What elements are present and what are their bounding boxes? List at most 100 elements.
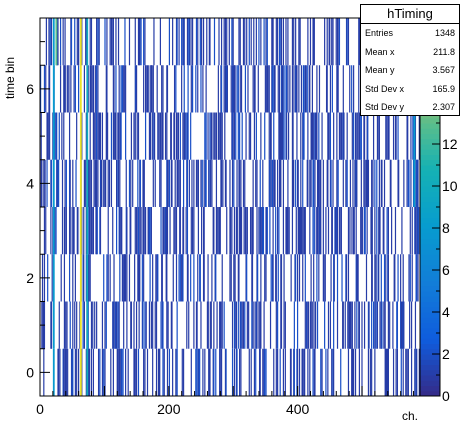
heatmap-cell	[117, 112, 120, 160]
heatmap-cell	[265, 254, 267, 302]
heatmap-cell	[275, 254, 277, 302]
stats-label: Mean y	[365, 65, 395, 75]
heatmap-cell	[353, 112, 355, 160]
heatmap-cell	[215, 112, 218, 160]
heatmap-cell	[376, 112, 379, 160]
heatmap-cell	[383, 207, 385, 255]
heatmap-cell	[251, 207, 254, 255]
heatmap-cell	[220, 159, 223, 207]
y-axis: 0 2 4 6	[26, 17, 50, 380]
heatmap-cell	[416, 207, 418, 255]
heatmap-cell	[78, 348, 80, 396]
heatmap-cell	[219, 112, 221, 160]
palette-band	[420, 175, 440, 182]
heatmap-cell	[280, 301, 283, 349]
heatmap-cell	[293, 159, 295, 207]
heatmap-cell	[292, 112, 294, 160]
heatmap-cell	[240, 348, 242, 396]
heatmap-cell	[335, 18, 337, 66]
heatmap-cell	[346, 159, 348, 207]
heatmap-cell	[186, 112, 189, 160]
heatmap-cell	[277, 65, 279, 113]
heatmap-cell	[371, 301, 373, 349]
heatmap-cell	[72, 159, 74, 207]
heatmap-cell	[277, 207, 279, 255]
heatmap-cell	[287, 159, 289, 207]
heatmap-cell	[280, 254, 282, 302]
heatmap-cell	[94, 112, 96, 160]
heatmap-cell	[73, 65, 75, 113]
heatmap-cell	[295, 207, 297, 255]
heatmap-cell	[391, 207, 393, 255]
heatmap-cell	[392, 301, 394, 349]
palette-band	[420, 259, 440, 266]
palette-band	[420, 133, 440, 140]
heatmap-cell	[59, 348, 61, 396]
heatmap-cell	[201, 159, 203, 207]
heatmap-cell	[160, 301, 162, 349]
heatmap-cell	[205, 112, 207, 160]
heatmap-cell	[278, 18, 281, 66]
heatmap-cell	[104, 348, 106, 396]
heatmap-cell	[306, 301, 308, 349]
heatmap-cell	[277, 301, 279, 349]
heatmap-cell	[358, 18, 360, 66]
palette-band	[420, 117, 440, 124]
heatmap-cell	[383, 301, 385, 349]
heatmap-cell	[331, 18, 333, 66]
heatmap-cell	[130, 159, 132, 207]
heatmap-cell	[107, 159, 109, 207]
heatmap-cell	[296, 301, 299, 349]
heatmap-cell	[191, 159, 193, 207]
heatmap-cell	[318, 207, 321, 255]
heatmap-cell	[218, 207, 220, 255]
heatmap-cell	[189, 18, 191, 66]
heatmap-cell	[384, 348, 386, 396]
heatmap-cell	[106, 112, 108, 160]
palette-band	[420, 154, 440, 161]
heatmap-cell	[195, 301, 198, 349]
heatmap-cell	[414, 207, 416, 255]
heatmap-cell	[57, 348, 59, 396]
heatmap-cell	[148, 112, 151, 160]
heatmap-cell	[85, 18, 87, 66]
heatmap-cell	[229, 159, 231, 207]
heatmap-cell	[258, 18, 260, 66]
heatmap-cell	[332, 348, 334, 396]
x-tick-label: 400	[286, 401, 310, 417]
heatmap-cell	[186, 301, 188, 349]
heatmap-cell	[308, 65, 310, 113]
heatmap-cell	[181, 65, 183, 113]
heatmap-cell	[239, 159, 241, 207]
heatmap-cell	[312, 159, 314, 207]
heatmap-cell	[92, 65, 95, 113]
heatmap-cell	[229, 207, 231, 255]
heatmap-cell	[81, 18, 83, 66]
heatmap-cell	[393, 254, 395, 302]
heatmap-cell	[235, 348, 237, 396]
heatmap-cell	[275, 301, 277, 349]
heatmap-cell	[181, 254, 183, 302]
heatmap-cell	[336, 301, 339, 349]
heatmap-cell	[142, 159, 144, 207]
heatmap-cell	[285, 207, 287, 255]
heatmap-cell	[192, 65, 194, 113]
heatmap-cell	[137, 159, 139, 207]
heatmap-cell	[137, 112, 140, 160]
heatmap-cell	[104, 18, 106, 66]
heatmap-cell	[95, 112, 97, 160]
heatmap-cell	[285, 65, 287, 113]
heatmap-cell	[133, 301, 135, 349]
heatmap-cell	[87, 301, 89, 349]
heatmap-cell	[59, 65, 62, 113]
heatmap-cell	[144, 112, 147, 160]
heatmap-cell	[241, 112, 243, 160]
heatmap-cell	[285, 18, 287, 66]
heatmap-cell	[319, 207, 321, 255]
heatmap-cell	[71, 348, 73, 396]
stats-row: Std Dev y 2.307	[361, 98, 459, 117]
heatmap-cell	[88, 348, 90, 396]
heatmap-cell	[92, 207, 94, 255]
heatmap-cell	[117, 159, 119, 207]
heatmap-cell	[126, 301, 128, 349]
